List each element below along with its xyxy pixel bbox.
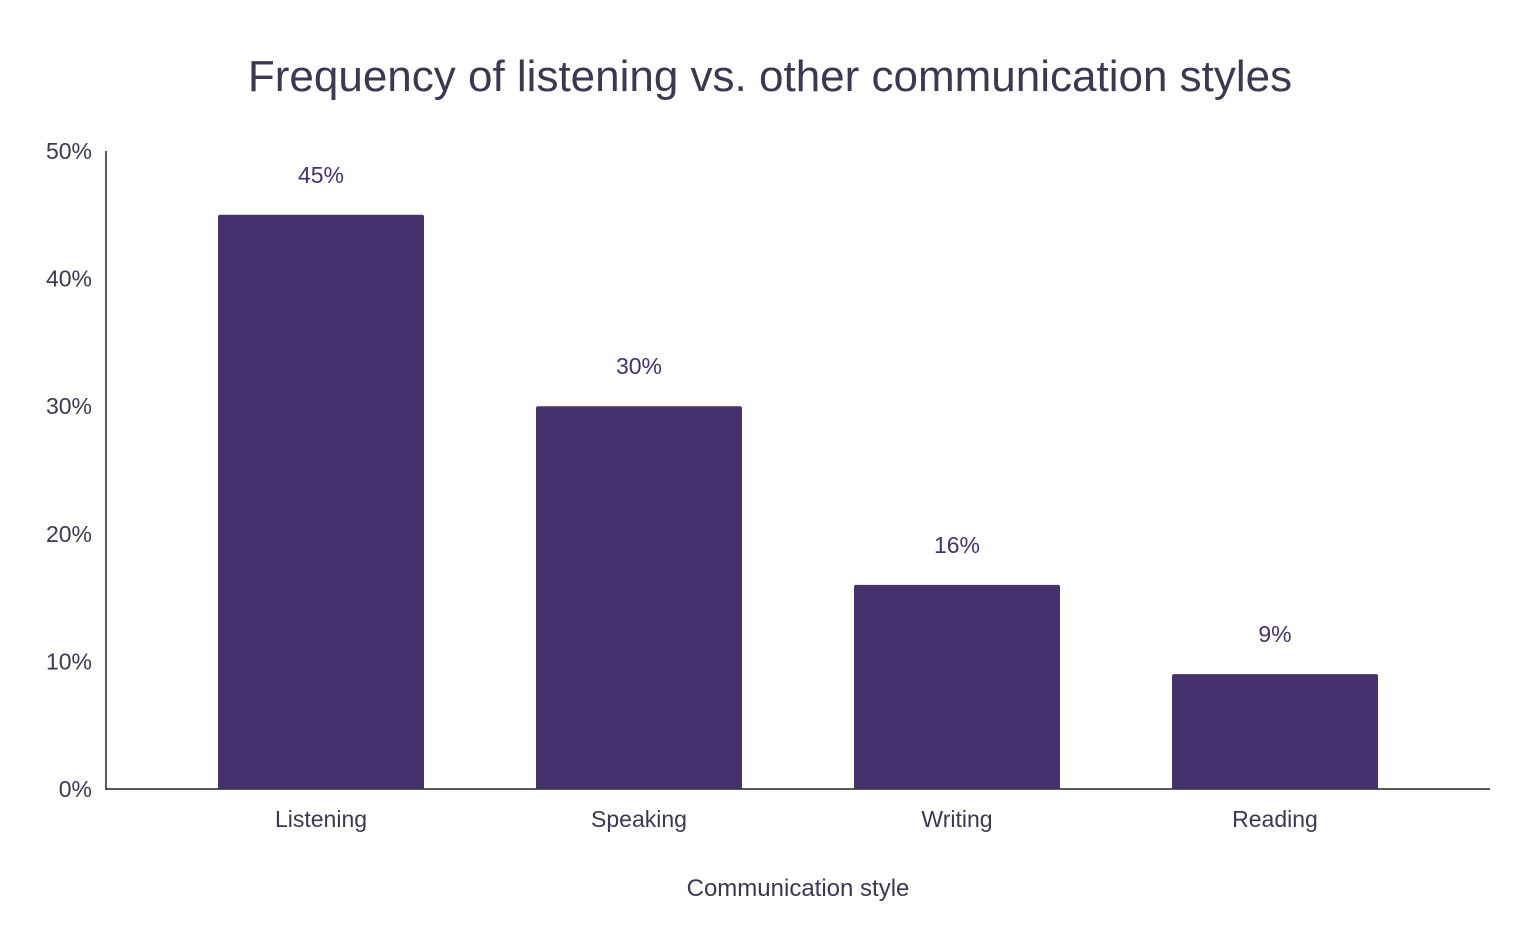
y-tick-label: 10% (46, 648, 92, 674)
x-tick-label: Reading (1232, 806, 1318, 832)
chart-title: Frequency of listening vs. other communi… (247, 52, 1293, 101)
bar-speaking (536, 406, 742, 789)
data-label: 16% (934, 532, 980, 558)
x-tick-label: Writing (921, 806, 992, 832)
data-label: 45% (298, 162, 344, 188)
bar-writing (854, 584, 1060, 789)
x-tick-label: Speaking (591, 806, 687, 832)
y-tick-label: 50% (46, 138, 92, 164)
data-label: 9% (1258, 621, 1291, 647)
x-axis-title: Communication style (687, 875, 910, 902)
y-tick-label: 0% (59, 776, 92, 802)
y-tick-label: 20% (46, 521, 92, 547)
bar-reading (1172, 674, 1378, 789)
bar-listening (218, 214, 424, 790)
x-tick-label: Listening (275, 806, 367, 832)
y-tick-label: 40% (46, 266, 92, 292)
data-label: 30% (616, 353, 662, 379)
y-tick-label: 30% (46, 393, 92, 419)
